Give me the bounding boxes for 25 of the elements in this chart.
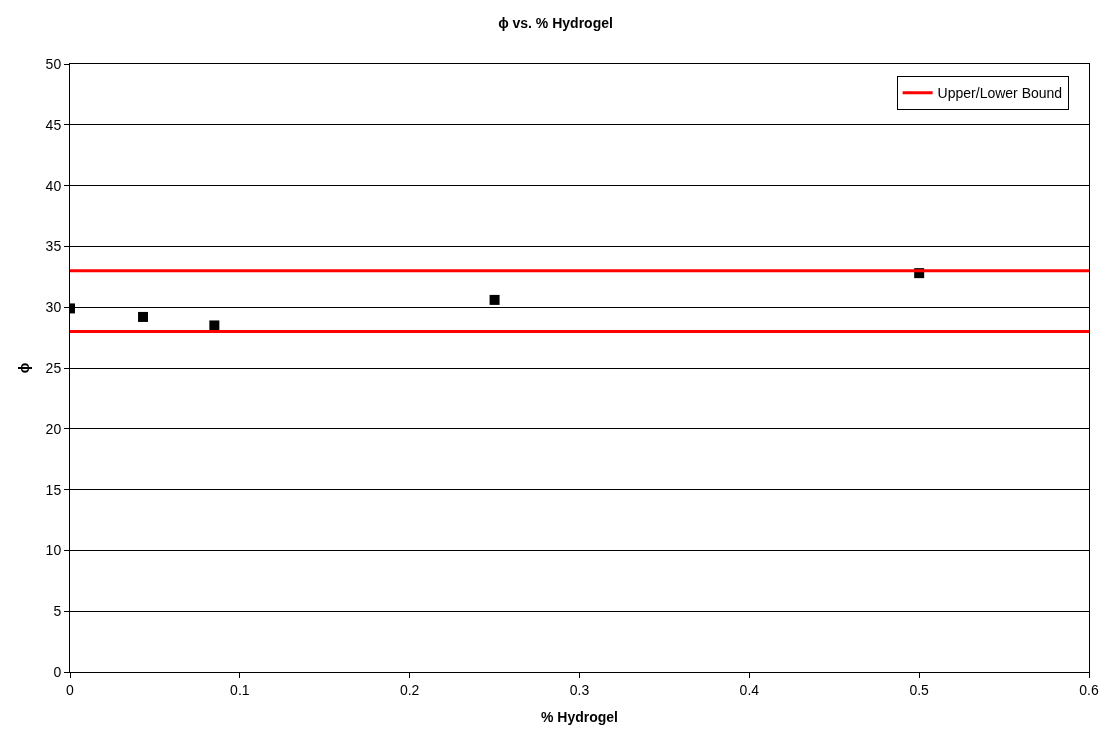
chart-title: ϕ vs. % Hydrogel: [498, 15, 613, 32]
y-tick-label: 15: [45, 481, 62, 498]
y-tick-label: 50: [45, 55, 62, 72]
y-tick-label: 45: [45, 116, 62, 133]
legend-label: Upper/Lower Bound: [937, 85, 1063, 102]
y-tick-label: 25: [45, 359, 62, 376]
x-axis-title: % Hydrogel: [540, 709, 619, 726]
x-tick-label: 0.6: [1079, 681, 1099, 698]
x-tick-label: 0.1: [230, 681, 250, 698]
x-tick-label: 0.5: [909, 681, 930, 698]
y-tick-label: 20: [45, 420, 62, 437]
point: [489, 294, 500, 305]
y-tick-label: 5: [53, 603, 62, 620]
point: [209, 320, 220, 331]
point: [138, 311, 149, 322]
y-axis-title: ϕ: [16, 362, 33, 374]
x-tick-label: 0.4: [739, 681, 760, 698]
y-tick-label: 10: [45, 542, 62, 559]
y-tick-label: 40: [45, 177, 62, 194]
x-tick-label: 0.2: [399, 681, 420, 698]
x-tick-label: 0: [66, 681, 75, 698]
y-tick-label: 0: [53, 663, 62, 680]
y-tick-label: 30: [45, 299, 62, 316]
x-tick-label: 0.3: [569, 681, 590, 698]
y-tick-label: 35: [45, 238, 62, 255]
